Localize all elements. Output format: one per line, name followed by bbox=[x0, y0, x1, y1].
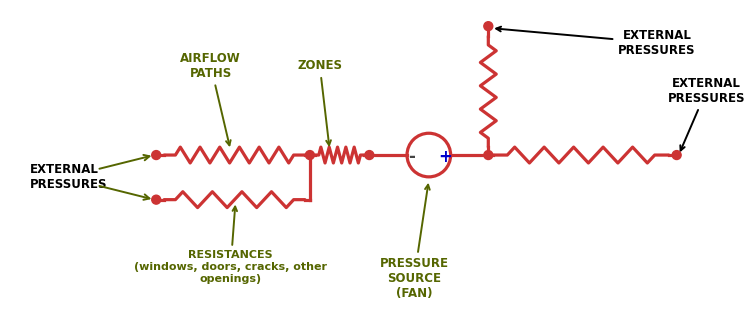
Text: AIRFLOW
PATHS: AIRFLOW PATHS bbox=[181, 52, 241, 145]
Text: EXTERNAL
PRESSURES: EXTERNAL PRESSURES bbox=[496, 27, 696, 57]
Circle shape bbox=[484, 22, 493, 30]
Circle shape bbox=[484, 151, 493, 160]
Text: ZONES: ZONES bbox=[297, 59, 342, 145]
Text: EXTERNAL
PRESSURES: EXTERNAL PRESSURES bbox=[30, 163, 108, 191]
Text: +: + bbox=[438, 148, 453, 166]
Text: PRESSURE
SOURCE
(FAN): PRESSURE SOURCE (FAN) bbox=[380, 185, 448, 300]
Circle shape bbox=[672, 151, 681, 160]
Text: RESISTANCES
(windows, doors, cracks, other
openings): RESISTANCES (windows, doors, cracks, oth… bbox=[134, 207, 327, 284]
Circle shape bbox=[305, 151, 314, 160]
Circle shape bbox=[152, 151, 161, 160]
Circle shape bbox=[152, 195, 161, 204]
Text: EXTERNAL
PRESSURES: EXTERNAL PRESSURES bbox=[668, 77, 745, 151]
Text: -: - bbox=[408, 148, 415, 166]
Circle shape bbox=[365, 151, 373, 160]
